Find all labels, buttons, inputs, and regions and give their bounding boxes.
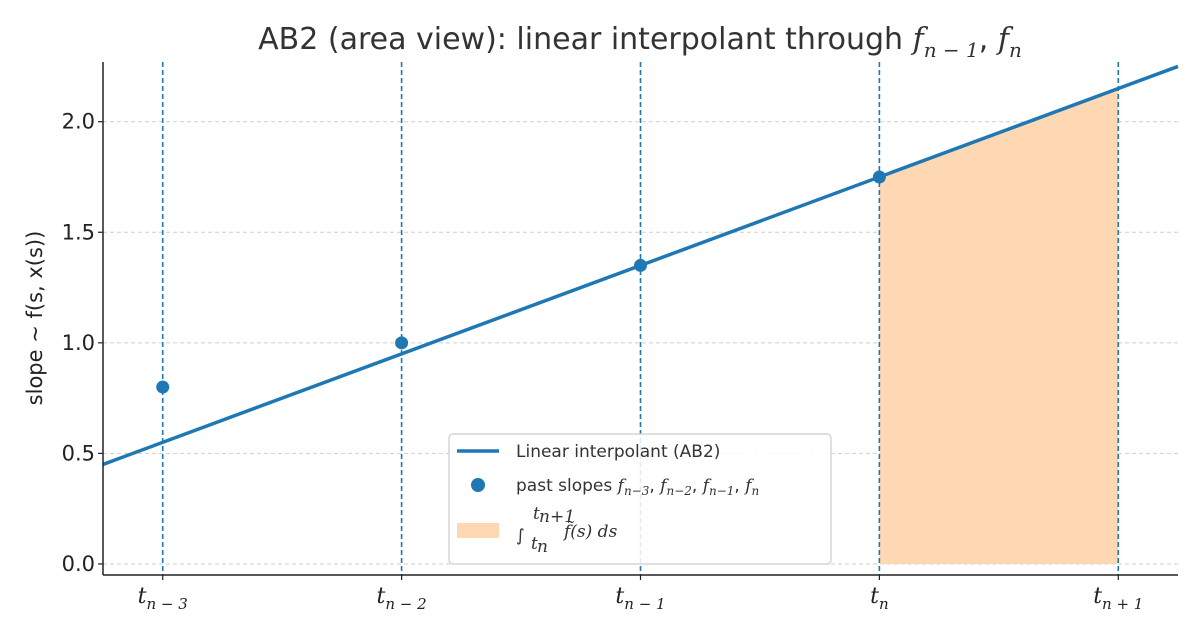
x-tick-label: tn − 1 xyxy=(615,584,665,613)
slope-point xyxy=(156,380,170,394)
svg-text:n+1: n+1 xyxy=(539,507,575,527)
legend: Linear interpolant (AB2) past slopes fn−… xyxy=(448,433,832,565)
legend-points-swatch xyxy=(471,478,485,492)
y-tick-label: 0.0 xyxy=(62,552,95,576)
svg-text:t: t xyxy=(533,504,540,524)
y-ticks: 0.0 0.5 1.0 1.5 2.0 xyxy=(62,110,103,576)
slope-point xyxy=(395,336,409,350)
integral-area-fill xyxy=(879,88,1119,564)
legend-box xyxy=(448,433,832,565)
svg-text:t: t xyxy=(531,534,538,554)
x-tick-label: tn − 2 xyxy=(377,584,427,613)
chart-title: AB2 (area view): linear interpolant thro… xyxy=(258,22,1022,62)
y-tick-label: 0.5 xyxy=(62,441,95,465)
y-tick-label: 1.5 xyxy=(62,220,95,244)
integral-area xyxy=(879,88,1119,564)
legend-area-swatch xyxy=(457,523,499,538)
x-tick-label: tn − 3 xyxy=(138,584,188,613)
y-axis-label: slope ~ f(s, x(s)) xyxy=(23,231,47,406)
x-tick-label: tn xyxy=(870,584,889,613)
y-tick-label: 1.0 xyxy=(62,331,95,355)
past-slope-points xyxy=(156,170,886,394)
legend-area-label: ∫ t n+1 t n f̃(s) ds xyxy=(516,504,618,557)
slope-point xyxy=(634,258,647,272)
svg-text:f̃(s) ds: f̃(s) ds xyxy=(562,521,618,542)
slope-point xyxy=(872,170,886,184)
x-tick-label: tn + 1 xyxy=(1093,584,1143,613)
x-ticks: tn − 3 tn − 2 tn − 1 tn tn + 1 xyxy=(138,575,1143,613)
y-tick-label: 2.0 xyxy=(62,110,95,134)
svg-text:∫: ∫ xyxy=(516,526,525,546)
legend-line-label: Linear interpolant (AB2) xyxy=(516,442,720,462)
svg-text:n: n xyxy=(537,537,548,557)
legend-points-label: past slopes fn−3, fn−2, fn−1, fn xyxy=(516,476,759,498)
